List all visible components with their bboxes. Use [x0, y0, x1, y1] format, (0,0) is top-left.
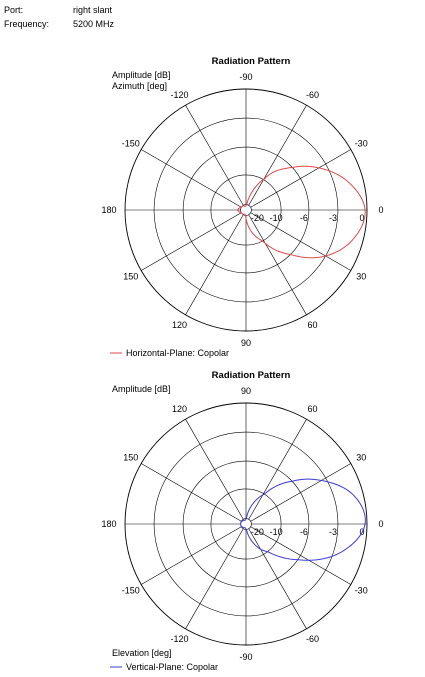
angle-tick-label: -120 — [170, 634, 188, 644]
grid-spoke — [141, 212, 242, 271]
radial-tick-label: -3 — [329, 213, 337, 223]
frequency-value: 5200 MHz — [73, 19, 115, 29]
legend-label: Vertical-Plane: Copolar — [126, 662, 218, 672]
chart-title: Radiation Pattern — [212, 370, 291, 381]
angle-tick-label: 120 — [172, 320, 187, 330]
series-line-0 — [237, 165, 366, 259]
angle-tick-label: 60 — [307, 404, 317, 414]
radial-axis-label: Amplitude [dB] — [112, 384, 171, 394]
grid-spoke — [185, 214, 244, 315]
angle-tick-label: 90 — [241, 386, 251, 396]
grid-spoke — [185, 419, 244, 520]
legend-label: Horizontal-Plane: Copolar — [126, 348, 229, 358]
grid-spoke — [248, 105, 307, 206]
angle-tick-label: -60 — [306, 634, 319, 644]
angle-axis-label: Elevation [deg] — [112, 648, 172, 658]
grid-spoke — [248, 214, 307, 315]
angle-tick-label: -150 — [122, 586, 140, 596]
grid-circle — [240, 518, 252, 530]
radial-axis-label: Amplitude [dB] — [112, 70, 171, 80]
radial-tick-label: -10 — [270, 213, 283, 223]
radial-tick-label: -20 — [251, 213, 264, 223]
port-value: right slant — [73, 5, 113, 15]
angle-tick-label: 60 — [307, 320, 317, 330]
angle-tick-label: 180 — [101, 519, 116, 529]
angle-tick-label: 0 — [378, 519, 383, 529]
grid-spoke — [250, 149, 351, 208]
angle-tick-label: 150 — [123, 453, 138, 463]
radial-tick-label: -3 — [329, 527, 337, 537]
angle-tick-label: -90 — [239, 652, 252, 662]
radial-tick-label: -6 — [300, 213, 308, 223]
angle-tick-label: 90 — [241, 338, 251, 348]
grid-spoke — [141, 463, 242, 522]
angle-tick-label: -120 — [170, 90, 188, 100]
series-line-0 — [240, 478, 366, 561]
angle-tick-label: 150 — [123, 272, 138, 282]
angle-tick-label: 180 — [101, 205, 116, 215]
grid-spoke — [250, 463, 351, 522]
angle-tick-label: -60 — [306, 90, 319, 100]
angle-tick-label: -90 — [239, 72, 252, 82]
grid-spoke — [141, 149, 242, 208]
radial-tick-label: 0 — [359, 213, 364, 223]
angle-tick-label: -30 — [355, 586, 368, 596]
angle-axis-label: Azimuth [deg] — [112, 81, 167, 91]
frequency-label: Frequency: — [4, 19, 50, 29]
grid-spoke — [141, 526, 242, 585]
angle-tick-label: -30 — [355, 139, 368, 149]
grid-spoke — [250, 526, 351, 585]
port-label: Port: — [4, 5, 24, 15]
elevation-chart: Radiation Pattern Amplitude [dB] Elevation… — [101, 370, 383, 672]
angle-tick-label: 30 — [356, 453, 366, 463]
grid-spoke — [248, 419, 307, 520]
angle-tick-label: -150 — [122, 139, 140, 149]
grid-spoke — [185, 105, 244, 206]
grid-spoke — [250, 212, 351, 271]
angle-tick-label: 30 — [356, 272, 366, 282]
grid-spoke — [248, 528, 307, 629]
radial-tick-label: -10 — [270, 527, 283, 537]
chart-title: Radiation Pattern — [212, 56, 291, 67]
angle-tick-label: 120 — [172, 404, 187, 414]
radial-tick-label: -6 — [300, 527, 308, 537]
grid-spoke — [185, 528, 244, 629]
angle-tick-label: 0 — [378, 205, 383, 215]
azimuth-chart: Radiation Pattern Amplitude [dB]Azimuth [… — [101, 56, 383, 358]
radial-tick-label: -20 — [251, 527, 264, 537]
